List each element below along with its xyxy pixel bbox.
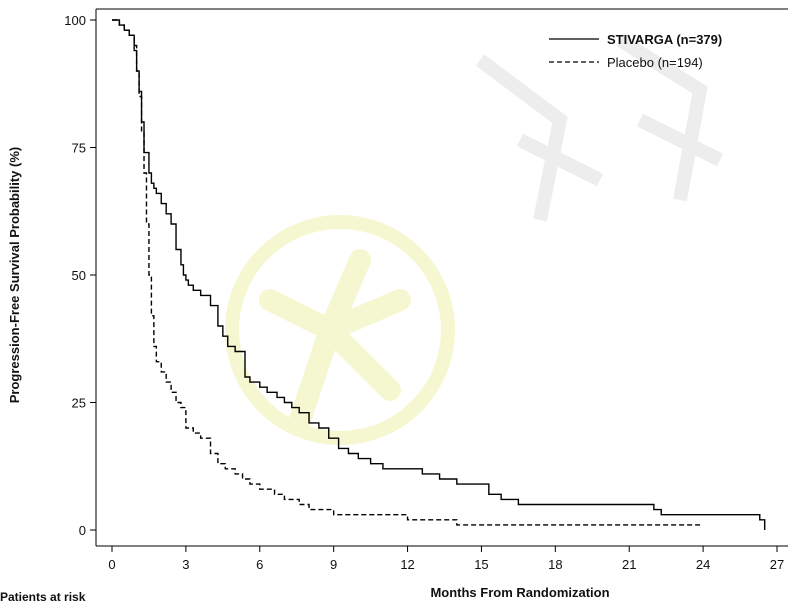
y-axis-ticks: 0 25 50 75 100 [64,13,96,538]
x-axis-title: Months From Randomization [430,585,609,600]
legend-label-placebo: Placebo (n=194) [607,55,703,70]
patients-at-risk-label: Patients at risk [0,590,86,601]
legend: STIVARGA (n=379) Placebo (n=194) [549,32,722,70]
y-tick-label: 0 [79,523,86,538]
x-tick-label: 24 [696,557,710,572]
x-tick-label: 18 [548,557,562,572]
series-layer [112,19,766,530]
x-tick-label: 27 [770,557,784,572]
y-axis-title: Progression-Free Survival Probability (%… [7,147,22,403]
y-tick-label: 50 [72,268,86,283]
x-tick-label: 3 [182,557,189,572]
x-tick-label: 9 [330,557,337,572]
x-axis-ticks: 0 3 6 9 12 15 18 21 24 27 [108,546,784,572]
y-tick-label: 75 [72,141,86,156]
y-tick-label: 25 [72,396,86,411]
plot-frame [95,8,788,547]
watermark [225,34,724,445]
x-tick-label: 12 [400,557,414,572]
series-line-stivarga [112,19,766,530]
legend-label-stivarga: STIVARGA (n=379) [607,32,722,47]
x-tick-label: 15 [474,557,488,572]
x-tick-label: 0 [108,557,115,572]
x-tick-label: 6 [256,557,263,572]
x-tick-label: 21 [622,557,636,572]
y-tick-label: 100 [64,13,86,28]
series-line-placebo [112,19,704,526]
